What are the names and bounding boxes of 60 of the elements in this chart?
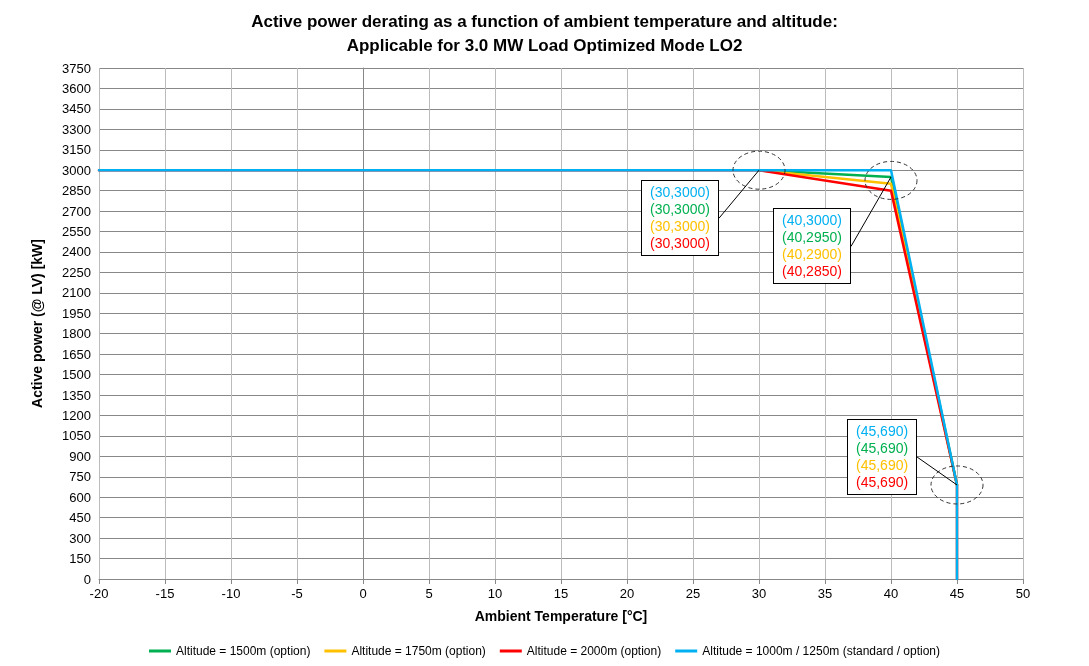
annotation: (45,690) [856,422,909,440]
y-tick-label: 300 [69,530,91,546]
annotation: (30,3000) [650,184,710,202]
x-tick-label: 45 [949,586,965,601]
x-tick-label: 15 [553,586,569,601]
legend-label: Altitude = 2000m (option) [526,644,662,658]
annotation: (30,3000) [650,201,710,219]
x-tick-label: 50 [1015,586,1031,601]
x-tick-label: 10 [487,586,503,601]
y-tick-label: 150 [69,551,91,567]
annotation: (40,3000) [782,212,842,230]
annotation: (30,3000) [650,218,710,236]
legend-label: Altitude = 1750m (option) [351,644,486,658]
y-tick-label: 1800 [62,326,91,342]
x-tick-label: -15 [155,586,175,601]
y-tick-label: 3300 [62,121,91,137]
annotation: (45,690) [856,456,909,474]
annotation: (30,3000) [650,235,710,253]
x-tick-label: 0 [359,586,367,601]
y-tick-label: 1650 [62,346,91,362]
y-tick-label: 900 [69,448,91,464]
y-tick-label: 2700 [62,203,91,219]
y-tick-label: 450 [69,510,91,526]
x-axis-title: Ambient Temperature [°C] [474,608,648,624]
x-tick-label: -20 [89,586,109,601]
y-tick-label: 3450 [62,101,91,117]
x-tick-label: 25 [685,586,701,601]
y-tick-label: 1950 [62,305,91,321]
y-tick-label: 2400 [62,244,91,260]
annotation: (40,2950) [782,229,842,247]
y-tick-label: 600 [69,489,91,505]
y-tick-label: 1200 [62,407,91,423]
y-tick-label: 3150 [62,142,91,158]
annotation: (45,690) [856,473,909,491]
chart-title: Active power derating as a function of ambient temperature and altitude: Applicable for 3.0 MW Load Optimized Mode LO2 [251,11,838,55]
legend-label: Altitude = 1000m / 1250m (standard / option) [702,644,941,658]
x-tick-label: 20 [619,586,635,601]
x-tick-label: 30 [751,586,767,601]
y-tick-label: 2250 [62,264,91,280]
y-tick-label: 0 [83,571,91,587]
x-tick-label: -10 [221,586,241,601]
y-tick-label: 3600 [62,80,91,96]
y-tick-label: 3000 [62,162,91,178]
annotation: (45,690) [856,439,909,457]
x-tick-label: 35 [817,586,833,601]
x-tick-label: 40 [883,586,899,601]
y-tick-label: 1350 [62,387,91,403]
y-tick-label: 1500 [62,367,91,383]
y-tick-label: 3750 [62,60,91,76]
y-tick-label: 2550 [62,224,91,240]
y-tick-label: 1050 [62,428,91,444]
y-tick-label: 750 [69,469,91,485]
annotation: (40,2900) [782,246,842,264]
annotation: (40,2850) [782,263,842,281]
x-tick-label: 5 [425,586,433,601]
x-tick-label: -5 [291,586,303,601]
y-tick-label: 2850 [62,183,91,199]
y-axis-title: Active power (@ LV) [kW] [29,239,45,408]
y-tick-label: 2100 [62,285,91,301]
legend-label: Altitude = 1500m (option) [175,644,311,658]
